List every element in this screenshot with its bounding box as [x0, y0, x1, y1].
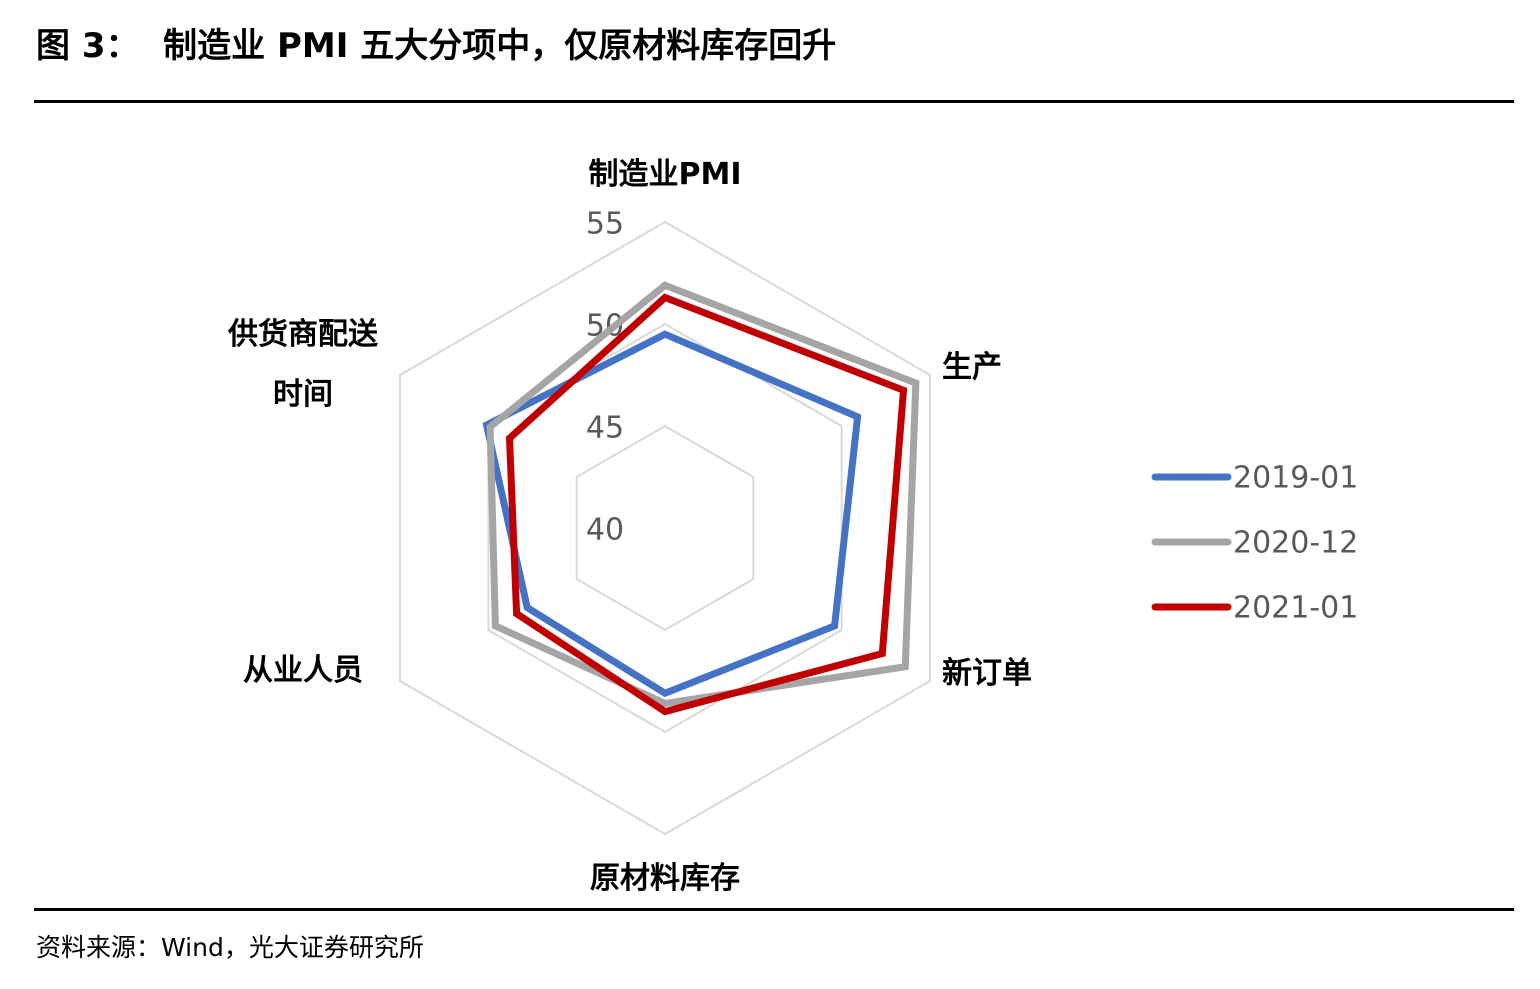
legend-label: 2021-01: [1233, 591, 1358, 626]
category-label: 制造业PMI: [588, 157, 742, 192]
rule: [34, 908, 1514, 911]
series-line: [505, 293, 908, 716]
rule: [34, 100, 1514, 103]
legend-label: 2020-12: [1233, 526, 1358, 561]
series-line: [482, 330, 862, 698]
series-line: [486, 281, 920, 708]
legend-label: 2019-01: [1233, 461, 1358, 496]
tick-label: 45: [586, 411, 624, 446]
category-label: 新订单: [942, 656, 1032, 691]
title: 图 3： 制造业 PMI 五大分项中，仅原材料库存回升: [36, 26, 837, 66]
category-label: 原材料库存: [590, 861, 740, 896]
tick-label: 55: [586, 207, 624, 242]
grid-ring: [575, 424, 755, 632]
category-label: 生产: [942, 350, 1002, 385]
tick-label: 40: [586, 513, 624, 548]
category-label: 供货商配送时间: [227, 317, 378, 412]
category-label: 从业人员: [242, 653, 363, 688]
grid-ring: [398, 220, 932, 836]
source: 资料来源：Wind，光大证券研究所: [36, 933, 424, 962]
